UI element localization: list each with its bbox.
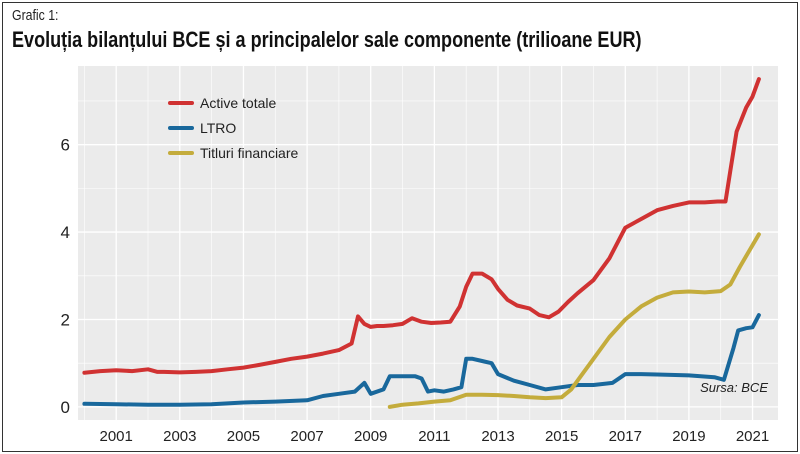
x-tick-label: 2011 xyxy=(418,428,450,445)
x-tick-label: 2001 xyxy=(99,428,132,445)
y-tick-label: 2 xyxy=(61,310,70,329)
x-tick-label: 2009 xyxy=(354,428,387,445)
plot-panel xyxy=(78,66,778,420)
gridlines xyxy=(78,66,778,420)
y-tick-label: 4 xyxy=(61,223,70,242)
x-tick-label: 2021 xyxy=(736,428,769,445)
series-line-titluri-financiare xyxy=(387,232,761,409)
x-tick-label: 2005 xyxy=(227,428,260,445)
source-note: Sursa: BCE xyxy=(700,380,768,395)
x-tick-label: 2017 xyxy=(609,428,642,445)
figure-label: Grafic 1: xyxy=(12,7,59,24)
series-line-ltro xyxy=(82,313,761,407)
y-tick-label: 6 xyxy=(61,136,70,155)
legend-label: Titluri financiare xyxy=(200,145,299,161)
legend: Active totale LTRO Titluri financiare xyxy=(168,95,299,161)
axis-tick-labels: 0 2 4 6 2001 2003 2005 2007 2009 2011 2013 2015 2017… xyxy=(61,136,770,445)
y-tick-label: 0 xyxy=(61,398,70,417)
x-tick-label: 2013 xyxy=(481,428,514,445)
series-lines xyxy=(82,77,761,409)
series-line-active-totale xyxy=(82,77,761,375)
x-tick-label: 2003 xyxy=(163,428,196,445)
chart-title: Evoluția bilanțului BCE și a principalel… xyxy=(12,27,642,52)
legend-label: Active totale xyxy=(200,95,276,111)
x-tick-label: 2007 xyxy=(290,428,323,445)
x-tick-label: 2015 xyxy=(545,428,578,445)
legend-label: LTRO xyxy=(200,120,236,136)
x-tick-label: 2019 xyxy=(672,428,705,445)
